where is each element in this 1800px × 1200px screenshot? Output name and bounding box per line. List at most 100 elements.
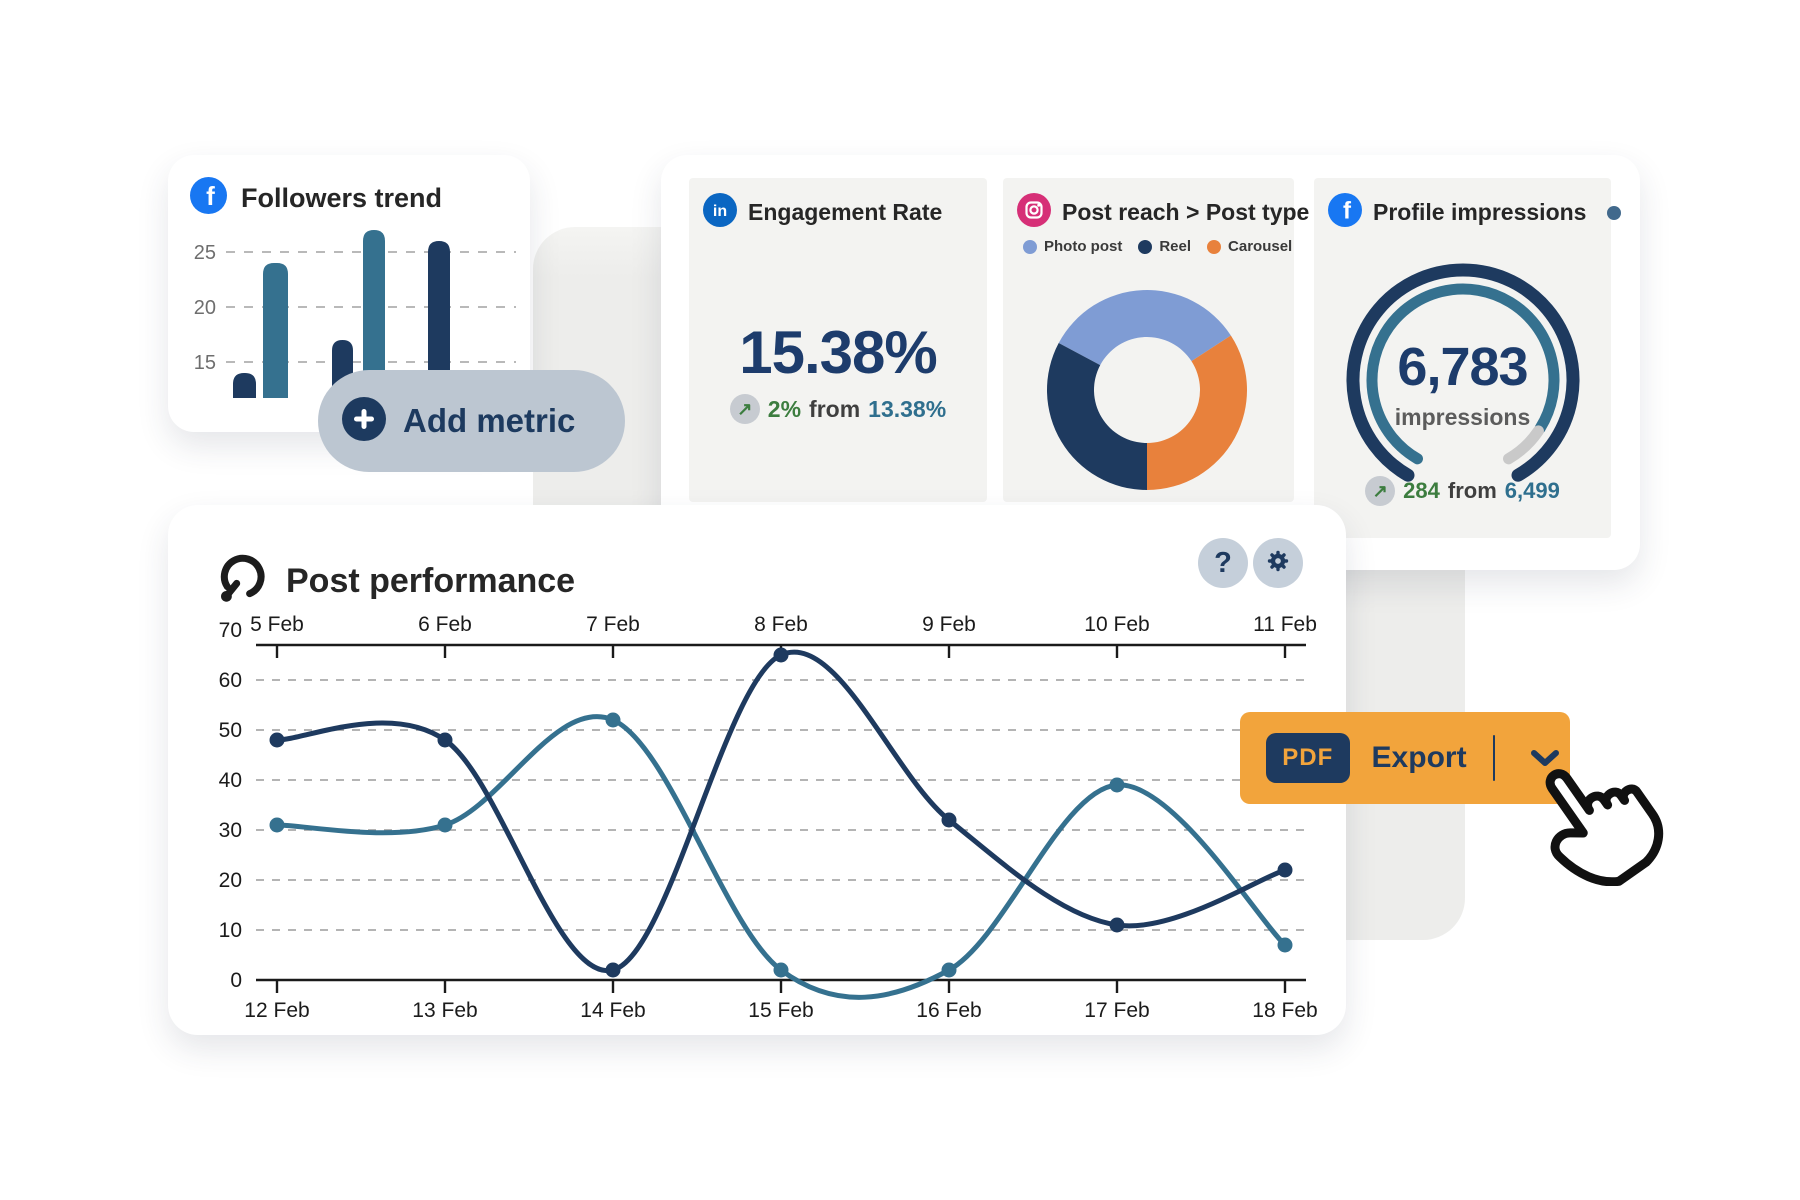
followers-bar [428, 241, 450, 398]
impressions-joiner: from [1447, 478, 1497, 503]
svg-text:f: f [1343, 198, 1352, 225]
series-navy-point [941, 812, 957, 828]
series-navy-point [269, 732, 285, 748]
x-axis-top-label: 5 Feb [250, 613, 304, 636]
linkedin-icon: in [703, 193, 737, 232]
y-axis-label: 30 [219, 819, 242, 842]
post-performance-line-chart: 5 Feb 12 Feb 6 Feb 13 Feb 7 Feb 14 Feb 8 Feb 15… [219, 613, 1318, 1022]
drag-handle-dot [1607, 205, 1622, 220]
series-teal-point [605, 712, 621, 728]
legend-label: Carousel [1228, 238, 1293, 255]
facebook-icon: f [190, 177, 227, 219]
facebook-icon: f [1328, 193, 1362, 232]
legend-dot-icon [1207, 239, 1222, 254]
legend-item: Reel [1138, 238, 1191, 255]
followers-ytick-label: 25 [194, 242, 216, 264]
svg-text:in: in [713, 203, 727, 220]
add-metric-label: Add metric [403, 402, 576, 439]
x-axis-bottom-label: 15 Feb [748, 999, 813, 1022]
series-navy-point [1109, 917, 1125, 933]
settings-button[interactable] [1253, 538, 1303, 588]
pdf-badge: PDF [1266, 733, 1350, 783]
trend-up-arrow-icon: ↗ [729, 394, 760, 424]
y-axis-label: 10 [219, 919, 242, 942]
followers-ytick-label: 15 [194, 352, 216, 374]
export-divider [1492, 735, 1496, 781]
legend-dot-icon [1138, 239, 1153, 254]
impressions-gauge [1346, 263, 1580, 482]
donut-legend: Photo post Reel Carousel [1023, 238, 1292, 255]
engagement-rate-card: in Engagement Rate 15.38% ↗ 2% from 13.3… [689, 178, 987, 502]
export-button[interactable]: PDF Export [1240, 712, 1570, 804]
x-axis-bottom-label: 13 Feb [412, 999, 477, 1022]
legend-label: Photo post [1044, 238, 1123, 255]
series-navy-point [1277, 862, 1293, 878]
x-axis-top-label: 8 Feb [754, 613, 808, 636]
add-metric-button[interactable]: Add metric [318, 370, 625, 472]
svg-text:f: f [206, 181, 215, 211]
impressions-delta: 284 [1403, 478, 1440, 503]
post-performance-title: Post performance [286, 562, 576, 600]
export-label: Export [1371, 741, 1467, 774]
y-axis-label: 20 [219, 869, 242, 892]
engagement-change-row: ↗ 2% from 13.38% [689, 394, 987, 424]
engagement-joiner: from [809, 395, 861, 422]
metricool-logo-icon [214, 551, 268, 610]
export-dropdown-toggle[interactable] [1519, 712, 1570, 804]
plus-circle-icon [342, 396, 386, 446]
x-axis-top-label: 6 Feb [418, 613, 472, 636]
help-button[interactable]: ? [1198, 538, 1248, 588]
donut-segment [1058, 290, 1231, 366]
x-axis-top-label: 9 Feb [922, 613, 976, 636]
followers-ytick-label: 20 [194, 297, 216, 319]
donut-segment [1047, 343, 1147, 490]
y-axis-label: 70 [219, 619, 242, 642]
engagement-rate-title: Engagement Rate [748, 199, 943, 225]
series-navy-point [605, 962, 621, 978]
series-teal-point [1109, 777, 1125, 793]
question-mark-icon: ? [1214, 546, 1232, 579]
x-axis-bottom-label: 18 Feb [1252, 999, 1317, 1022]
x-axis-top-label: 10 Feb [1084, 613, 1149, 636]
x-axis-bottom-label: 17 Feb [1084, 999, 1149, 1022]
legend-item: Photo post [1023, 238, 1122, 255]
post-reach-donut-chart [1047, 290, 1247, 490]
legend-dot-icon [1023, 239, 1037, 254]
trend-up-arrow-icon: ↗ [1365, 476, 1396, 506]
impressions-value: 6,783 [1397, 337, 1528, 397]
y-axis-label: 60 [219, 669, 242, 692]
impressions-unit: impressions [1394, 404, 1531, 430]
impressions-change-row: ↗ 284 from 6,499 [1314, 476, 1611, 506]
series-teal-point [1277, 937, 1293, 953]
x-axis-top-label: 11 Feb [1253, 613, 1317, 636]
chevron-down-icon [1530, 750, 1559, 766]
profile-impressions-card: f Profile impressions 6,783 impressions … [1314, 178, 1622, 538]
followers-card-title: Followers trend [241, 182, 443, 213]
gear-icon [1261, 544, 1295, 583]
x-axis-top-label: 7 Feb [586, 613, 640, 636]
y-axis-label: 50 [219, 719, 242, 742]
followers-bar [233, 373, 256, 398]
impressions-previous-value: 6,499 [1504, 478, 1560, 503]
followers-bar [363, 230, 385, 398]
followers-bar [263, 263, 288, 398]
engagement-rate-value: 15.38% [739, 319, 938, 386]
x-axis-bottom-label: 14 Feb [580, 999, 645, 1022]
series-teal-point [941, 962, 957, 978]
legend-item: Carousel [1207, 238, 1292, 255]
series-teal-point [437, 817, 453, 833]
y-axis-label: 40 [219, 769, 242, 792]
series-teal-point [773, 962, 789, 978]
donut-segment [1147, 335, 1247, 490]
post-reach-title: Post reach > Post type [1062, 199, 1310, 225]
series-navy-line [274, 649, 1288, 973]
engagement-delta: 2% [767, 395, 802, 422]
profile-impressions-title: Profile impressions [1373, 199, 1587, 225]
series-teal-line [274, 714, 1288, 1000]
y-axis-label: 0 [230, 969, 242, 992]
x-axis-bottom-label: 12 Feb [244, 999, 309, 1022]
post-reach-card: Post reach > Post type Photo post Reel Car… [1003, 178, 1309, 502]
legend-label: Reel [1159, 238, 1192, 255]
series-navy-point [773, 647, 789, 663]
